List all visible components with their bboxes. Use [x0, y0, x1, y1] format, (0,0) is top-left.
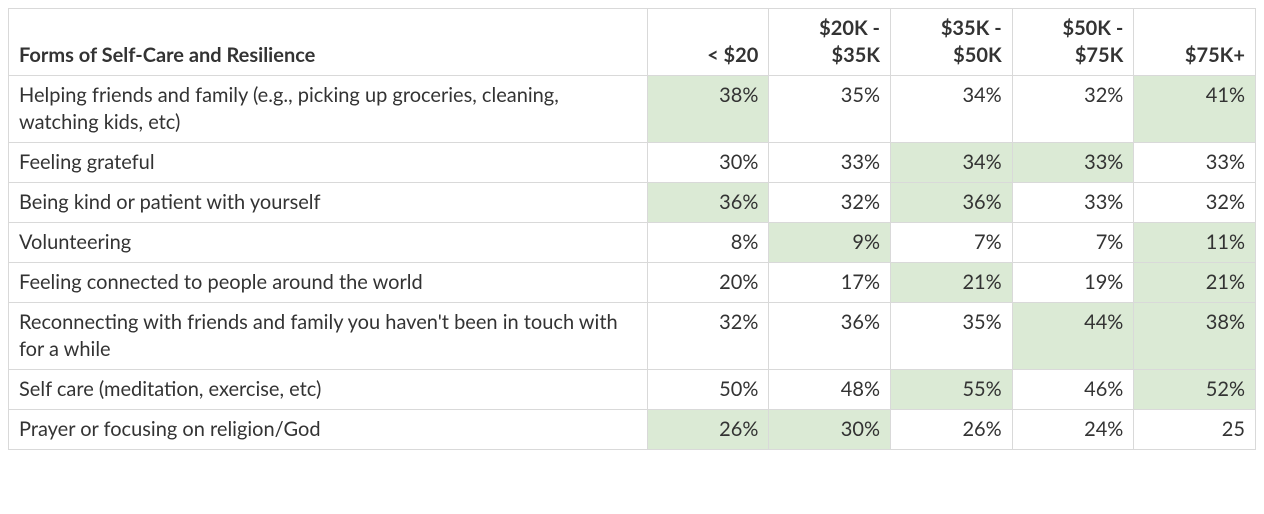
data-cell: 35%	[769, 76, 891, 143]
data-cell: 33%	[1012, 183, 1134, 223]
data-cell: 25	[1134, 410, 1256, 450]
data-cell: 34%	[891, 143, 1013, 183]
data-cell: 36%	[647, 183, 769, 223]
data-cell: 9%	[769, 223, 891, 263]
data-cell: 19%	[1012, 263, 1134, 303]
data-cell: 46%	[1012, 370, 1134, 410]
header-row: Forms of Self-Care and Resilience < $20 …	[9, 9, 1256, 76]
data-cell: 55%	[891, 370, 1013, 410]
self-care-table: Forms of Self-Care and Resilience < $20 …	[8, 8, 1256, 450]
row-label: Self care (meditation, exercise, etc)	[9, 370, 648, 410]
row-label: Being kind or patient with yourself	[9, 183, 648, 223]
data-cell: 8%	[647, 223, 769, 263]
data-cell: 32%	[647, 303, 769, 370]
row-label: Reconnecting with friends and family you…	[9, 303, 648, 370]
data-cell: 21%	[1134, 263, 1256, 303]
data-cell: 34%	[891, 76, 1013, 143]
table-row: Prayer or focusing on religion/God26%30%…	[9, 410, 1256, 450]
row-label: Feeling connected to people around the w…	[9, 263, 648, 303]
table-row: Feeling grateful30%33%34%33%33%	[9, 143, 1256, 183]
row-label: Prayer or focusing on religion/God	[9, 410, 648, 450]
col-header-1: < $20	[647, 9, 769, 76]
data-cell: 44%	[1012, 303, 1134, 370]
data-cell: 20%	[647, 263, 769, 303]
data-cell: 24%	[1012, 410, 1134, 450]
data-cell: 32%	[769, 183, 891, 223]
row-label: Volunteering	[9, 223, 648, 263]
data-cell: 33%	[1134, 143, 1256, 183]
data-cell: 26%	[891, 410, 1013, 450]
data-cell: 38%	[647, 76, 769, 143]
data-cell: 52%	[1134, 370, 1256, 410]
table-row: Being kind or patient with yourself36%32…	[9, 183, 1256, 223]
data-cell: 35%	[891, 303, 1013, 370]
data-cell: 33%	[1012, 143, 1134, 183]
data-cell: 11%	[1134, 223, 1256, 263]
data-cell: 26%	[647, 410, 769, 450]
data-cell: 30%	[647, 143, 769, 183]
row-label: Feeling grateful	[9, 143, 648, 183]
col-header-2: $20K - $35K	[769, 9, 891, 76]
col-header-label: Forms of Self-Care and Resilience	[9, 9, 648, 76]
data-cell: 48%	[769, 370, 891, 410]
data-cell: 30%	[769, 410, 891, 450]
data-cell: 50%	[647, 370, 769, 410]
table-body: Helping friends and family (e.g., pickin…	[9, 76, 1256, 450]
data-cell: 32%	[1134, 183, 1256, 223]
data-cell: 38%	[1134, 303, 1256, 370]
table-row: Self care (meditation, exercise, etc)50%…	[9, 370, 1256, 410]
data-cell: 41%	[1134, 76, 1256, 143]
row-label: Helping friends and family (e.g., pickin…	[9, 76, 648, 143]
col-header-5: $75K+	[1134, 9, 1256, 76]
table-row: Reconnecting with friends and family you…	[9, 303, 1256, 370]
data-cell: 33%	[769, 143, 891, 183]
data-cell: 36%	[891, 183, 1013, 223]
data-cell: 17%	[769, 263, 891, 303]
data-cell: 7%	[891, 223, 1013, 263]
col-header-3: $35K - $50K	[891, 9, 1013, 76]
data-cell: 36%	[769, 303, 891, 370]
table-row: Helping friends and family (e.g., pickin…	[9, 76, 1256, 143]
table-row: Volunteering8%9%7%7%11%	[9, 223, 1256, 263]
table-header: Forms of Self-Care and Resilience < $20 …	[9, 9, 1256, 76]
data-cell: 7%	[1012, 223, 1134, 263]
table-row: Feeling connected to people around the w…	[9, 263, 1256, 303]
col-header-4: $50K - $75K	[1012, 9, 1134, 76]
data-cell: 32%	[1012, 76, 1134, 143]
data-cell: 21%	[891, 263, 1013, 303]
